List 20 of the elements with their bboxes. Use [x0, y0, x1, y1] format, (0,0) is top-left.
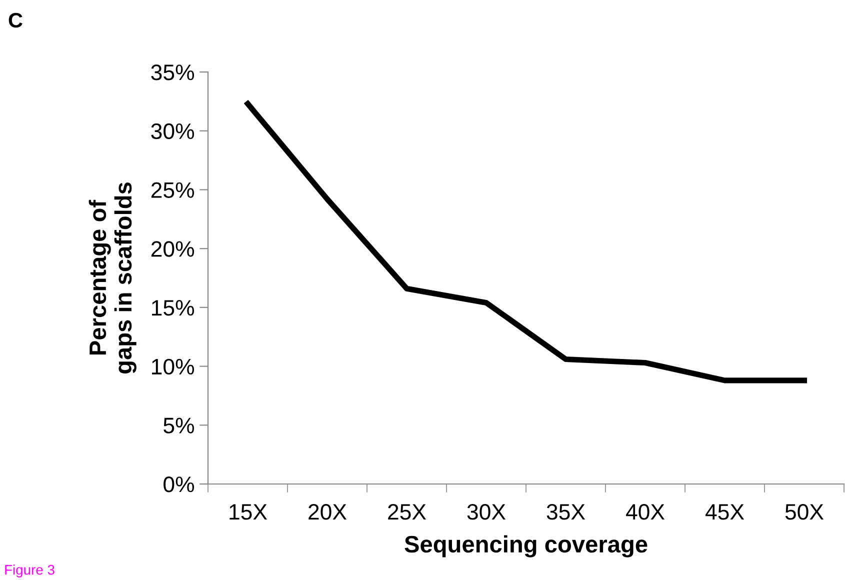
x-tick-label: 20X: [308, 504, 347, 520]
y-tick-label: 20%: [151, 241, 194, 257]
x-tick-label: 35X: [546, 504, 586, 520]
y-tick-label: 5%: [164, 418, 194, 434]
x-tick-label: 15X: [230, 504, 268, 520]
text: C: [8, 12, 22, 28]
caption: Figure 3: [5, 564, 54, 578]
x-tick-label: 30X: [467, 504, 506, 520]
y-tick-label: 30%: [151, 123, 194, 140]
y-tick-label: 15%: [152, 300, 194, 316]
x-tick-label: 40X: [626, 504, 665, 520]
x-axis-title: Sequencing coverage: [404, 535, 648, 558]
x-tick-label: 25X: [388, 504, 426, 520]
y-axis-title: Percentage of gaps in scaffolds: [88, 182, 136, 374]
x-tick-label: 50X: [785, 504, 824, 520]
y-tick-label: 0%: [164, 476, 194, 492]
x-tick-label: 45X: [705, 504, 744, 520]
y-tick-label: 35%: [151, 64, 194, 80]
y-tick-label: 25%: [151, 182, 194, 198]
y-tick-label: 10%: [152, 358, 194, 375]
